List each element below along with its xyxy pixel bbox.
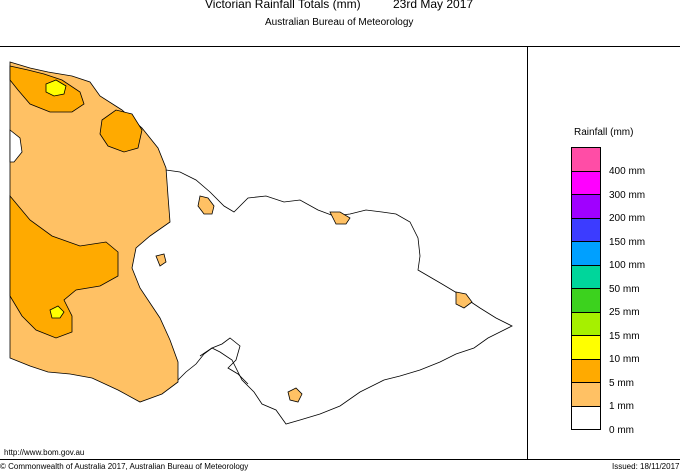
legend-label: 25 mm (609, 307, 640, 318)
legend-label: 0 mm (609, 424, 634, 436)
rainfall-patch-e (155, 253, 167, 267)
legend-swatch (571, 312, 601, 336)
legend-label: 50 mm (609, 283, 640, 295)
footer-issued: Issued: 18/11/2017 (612, 462, 680, 471)
rainfall-patch-b (329, 211, 351, 225)
legend-label: 100 mm (609, 260, 646, 271)
legend-label: 15 mm (609, 330, 640, 342)
rainfall-patch-a (197, 195, 215, 215)
port-phillip-bay (199, 337, 249, 385)
legend-label: 300 mm (609, 189, 646, 201)
legend-swatch (571, 147, 601, 172)
legend-swatch (571, 289, 601, 313)
legend-swatch (571, 242, 601, 266)
legend-label: 1 mm (609, 401, 634, 412)
legend-swatch (571, 218, 601, 242)
rainfall-patch-c (455, 291, 473, 309)
title-date: 23rd May 2017 (393, 0, 474, 11)
legend-swatch (571, 359, 601, 383)
rainfall-region-5mm-west (9, 194, 119, 339)
legend-label: 150 mm (609, 236, 646, 248)
legend-swatch (571, 195, 601, 219)
legend-color-scale (571, 147, 601, 430)
title-text: Victorian Rainfall Totals (mm) (205, 0, 361, 11)
state-boundary-east (165, 169, 513, 425)
rainfall-region-5mm-east (99, 109, 143, 153)
legend-label: 10 mm (609, 354, 640, 365)
rainfall-region-0mm (9, 129, 23, 163)
map-title: Victorian Rainfall Totals (mm) 23rd May … (0, 0, 680, 11)
map-subtitle: Australian Bureau of Meteorology (265, 17, 414, 28)
rainfall-region-10mm-a (45, 79, 67, 97)
footer-url[interactable]: http://www.bom.gov.au (4, 448, 85, 457)
map-frame (0, 46, 680, 460)
legend-swatch (571, 171, 601, 195)
legend-title: Rainfall (mm) (574, 127, 634, 138)
legend-swatch (571, 383, 601, 407)
rainfall-patch-d (287, 387, 303, 403)
legend-swatch (571, 265, 601, 289)
legend-label: 200 mm (609, 213, 646, 224)
legend-swatch (571, 406, 601, 430)
panel-divider (527, 46, 528, 460)
legend-label: 400 mm (609, 166, 646, 177)
victoria-rainfall-map (9, 61, 513, 425)
rainfall-region-10mm-b (49, 305, 65, 319)
legend-swatch (571, 336, 601, 360)
footer-copyright: © Commonwealth of Australia 2017, Austra… (0, 462, 249, 471)
legend-label: 5 mm (609, 377, 634, 389)
